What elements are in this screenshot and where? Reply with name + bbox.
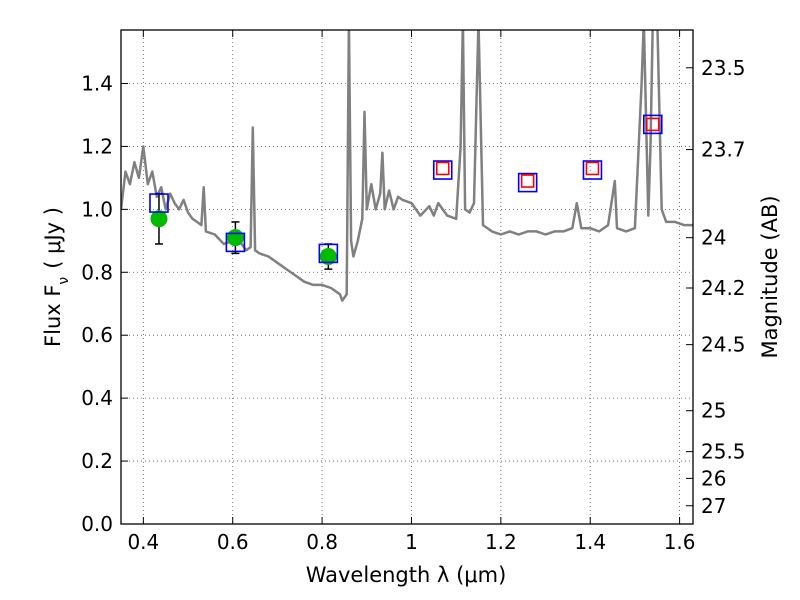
y-tick-label: 0.8	[81, 260, 113, 284]
x-tick-label: 1.6	[664, 530, 696, 554]
y-tick-label: 0.4	[81, 386, 113, 410]
predicted-square	[520, 174, 535, 188]
x-tick-label: 0.6	[217, 530, 249, 554]
x-tick-label: 1.2	[485, 530, 517, 554]
right-tick-label: 24.2	[701, 276, 746, 300]
right-tick-label: 27	[701, 494, 726, 518]
right-tick-label: 25	[701, 399, 726, 423]
plot-frame	[120, 29, 694, 525]
predicted-square	[645, 117, 660, 132]
right-tick-label: 24.5	[701, 333, 746, 357]
y-axis-label-subscript: ν	[56, 277, 72, 285]
x-tick-label: 1.4	[574, 530, 606, 554]
model-square	[318, 243, 339, 264]
model-square	[517, 172, 538, 193]
y-tick-label: 0.2	[81, 449, 113, 473]
right-tick-label: 24	[701, 226, 726, 250]
model-square	[225, 232, 246, 253]
observed-point	[150, 210, 168, 228]
x-tick-label: 0.8	[306, 530, 338, 554]
y-tick-label: 1.2	[81, 134, 113, 158]
observed-point	[226, 229, 244, 247]
y-tick-label: 1.4	[81, 71, 113, 95]
y-tick-label: 0.6	[81, 323, 113, 347]
right-tick-label: 26	[701, 466, 726, 490]
right-tick-label: 25.5	[701, 440, 746, 464]
grid	[121, 30, 693, 525]
x-tick-label: 1	[405, 530, 418, 554]
spectrum-layer	[121, 30, 693, 302]
y-tick-label: 0.0	[81, 512, 113, 536]
right-axis-label: Magnitude (AB)	[758, 195, 782, 358]
model-square	[642, 114, 663, 135]
y-axis-label-main: Flux F	[41, 285, 65, 347]
y-axis-label: Flux Fν ( μJy )	[41, 207, 72, 347]
predicted-square	[435, 161, 450, 176]
y-axis-label-unit: ( μJy )	[41, 207, 65, 269]
model-square	[432, 160, 453, 180]
ticks-layer: 0.4 0.6 0.8 1 1.2 1.4 1.6 0.0 0.2 0.4 0.6 0.8 1.0 1.2…	[81, 30, 746, 554]
right-tick-label: 23.7	[701, 138, 746, 162]
markers-layer	[149, 114, 663, 270]
x-axis-label: Wavelength λ (μm)	[306, 563, 507, 587]
model-square	[149, 193, 169, 213]
model-square	[582, 160, 603, 180]
predicted-square	[585, 161, 600, 176]
observed-point	[319, 248, 337, 266]
spectrum-line	[121, 30, 693, 302]
y-tick-label: 1.0	[81, 197, 113, 221]
right-tick-label: 23.5	[701, 56, 746, 80]
x-tick-label: 0.4	[127, 530, 159, 554]
